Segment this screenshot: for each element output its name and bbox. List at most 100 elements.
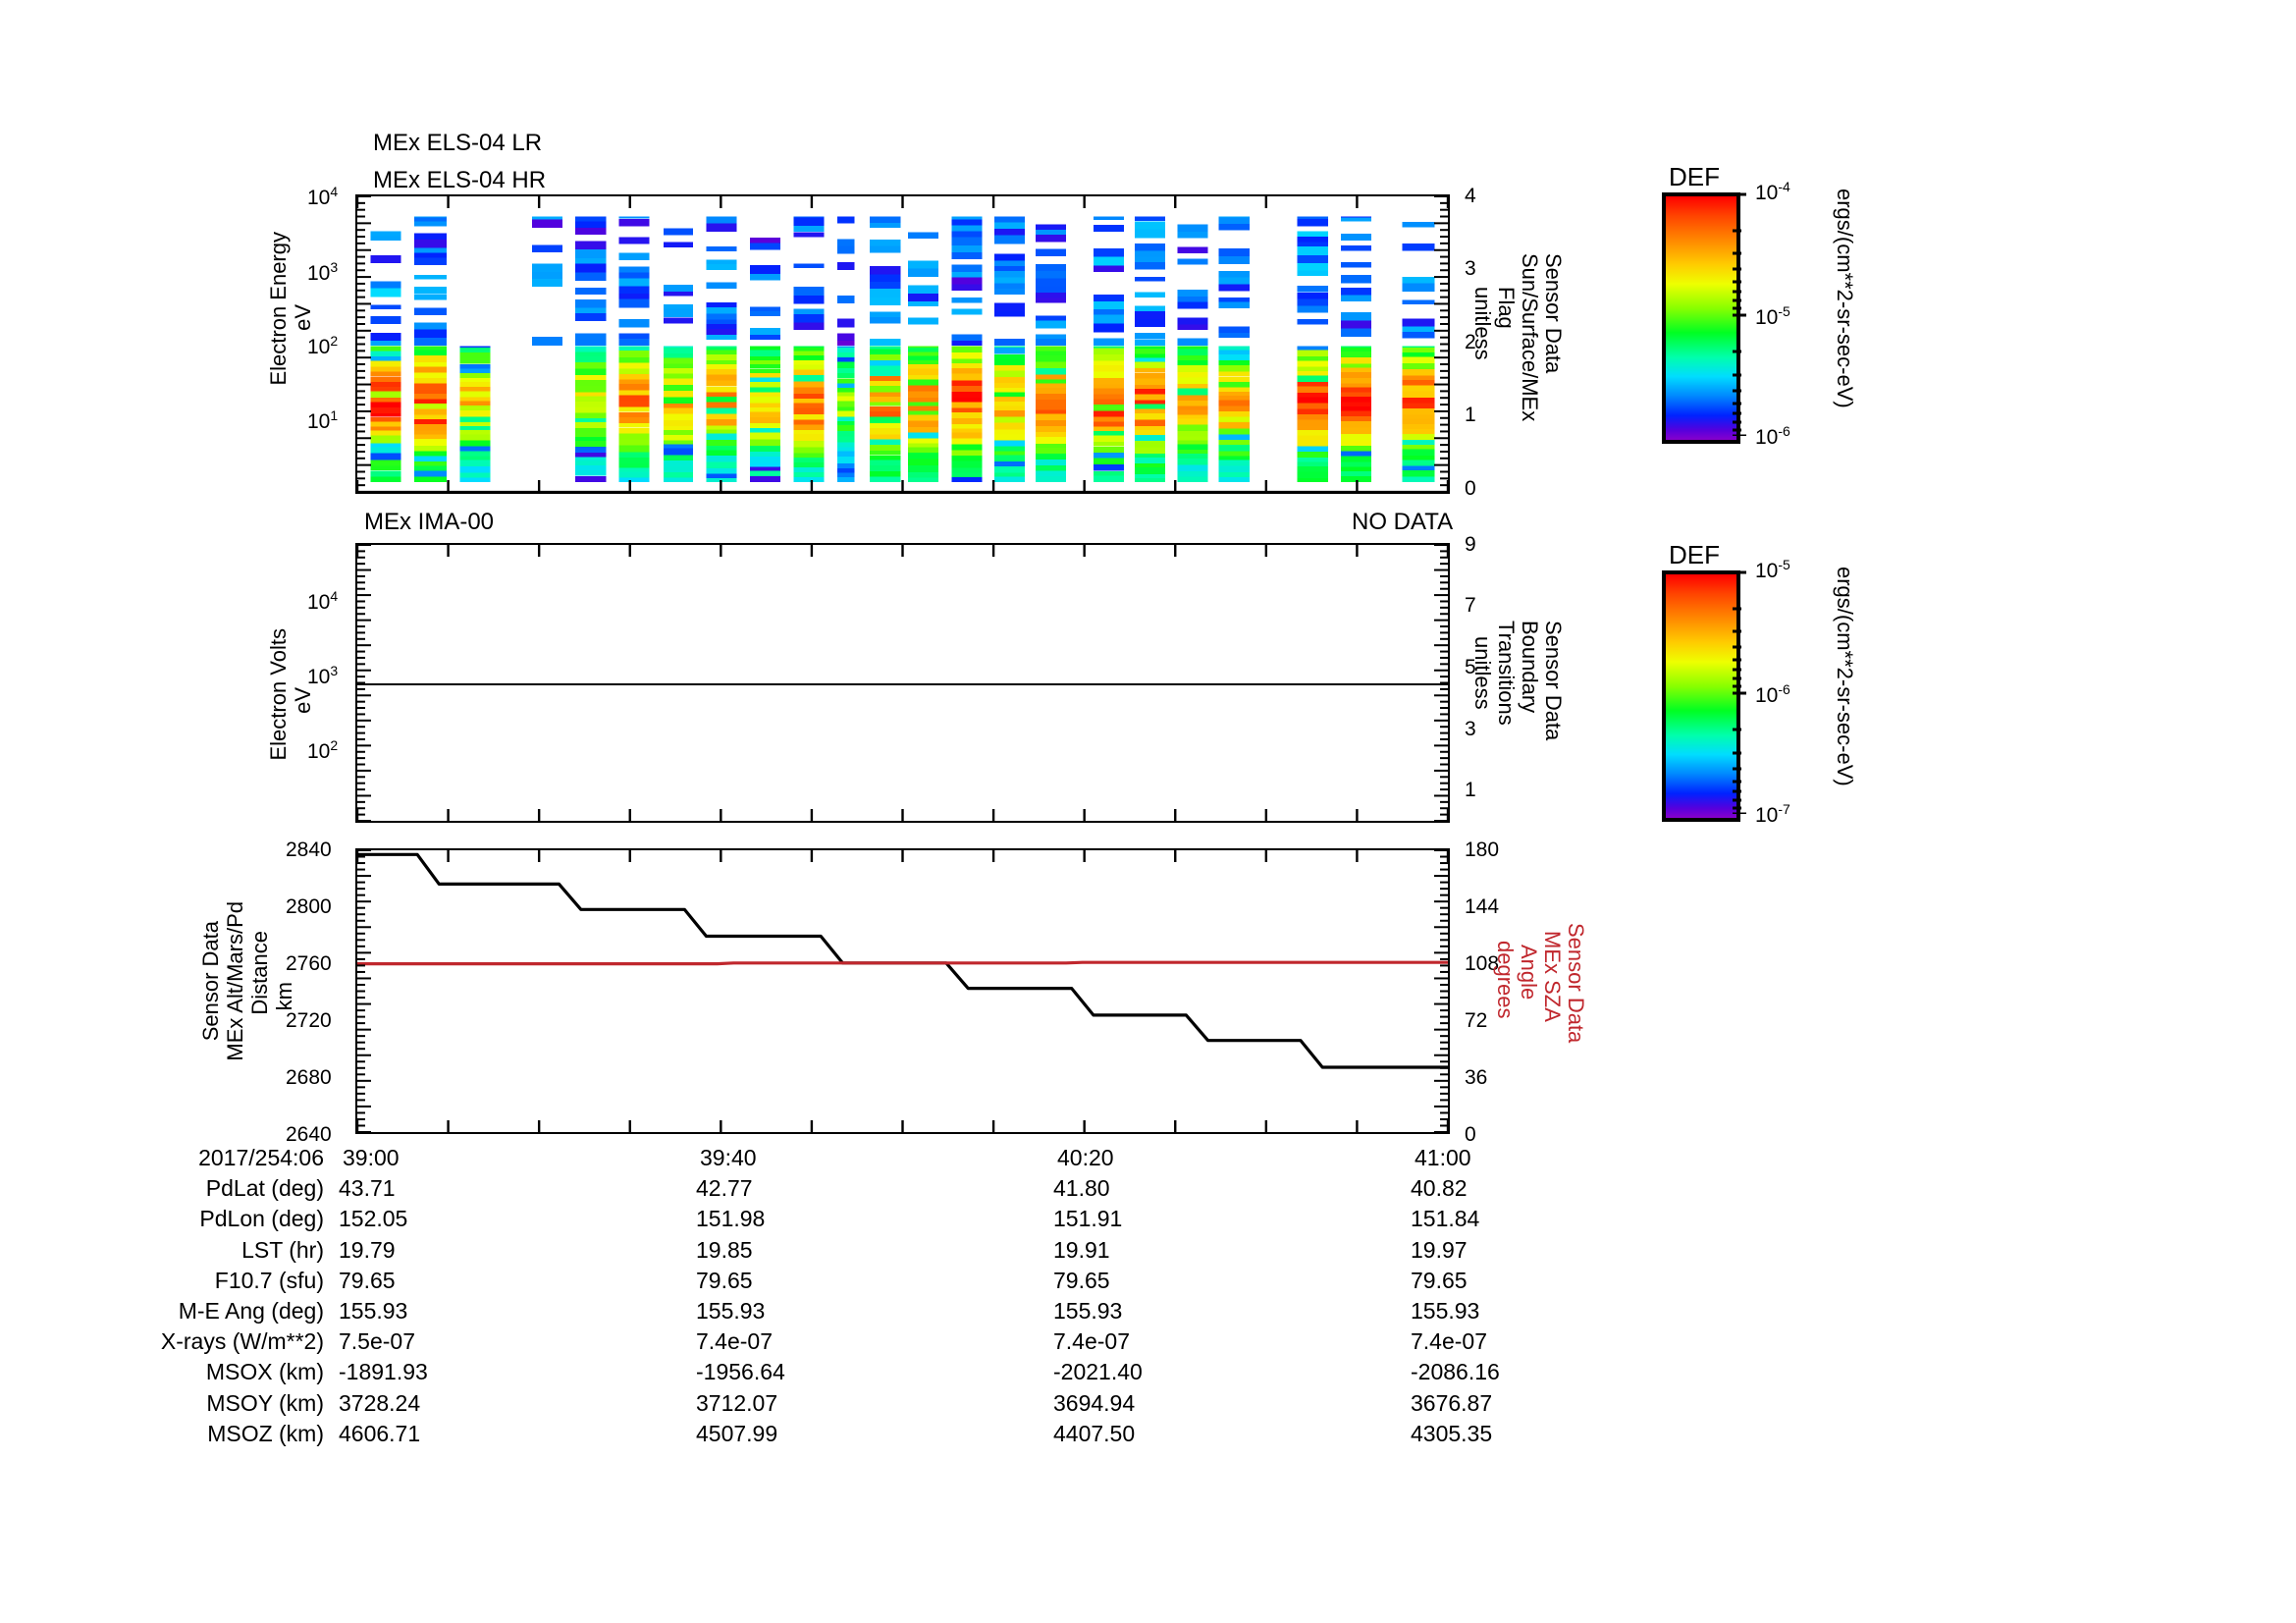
table-row-label: PdLon (deg) <box>199 1206 324 1232</box>
table-cell: 155.93 <box>1411 1298 1480 1324</box>
colorbar1-label-top: 10-4 <box>1755 179 1790 204</box>
table-cell: 4606.71 <box>339 1420 421 1446</box>
colorbar2[interactable] <box>1662 570 1740 822</box>
p1-rtick-2: 2 <box>1465 331 1476 353</box>
table-cell: 40.82 <box>1411 1175 1468 1202</box>
colorbar1-ticks <box>1733 192 1746 436</box>
table-cell: 79.65 <box>1053 1267 1110 1293</box>
table-cell: 155.93 <box>339 1298 408 1324</box>
p3-rtick-36: 36 <box>1465 1066 1488 1089</box>
table-row-label: MSOZ (km) <box>207 1420 324 1446</box>
colorbar2-title: DEF <box>1669 540 1720 569</box>
p3-right-axis-title-l2: MEx SZA <box>1540 931 1566 1022</box>
p1-left-axis-title-main: Electron Energy <box>266 232 291 386</box>
table-cell: 4407.50 <box>1053 1420 1136 1446</box>
p3-ytick-2680: 2680 <box>286 1066 332 1089</box>
table-cell: 151.98 <box>696 1206 766 1232</box>
spectrogram-canvas <box>357 216 1448 492</box>
table-cell: 79.65 <box>339 1267 396 1293</box>
ima-canvas <box>357 683 1448 685</box>
table-row-label: X-rays (W/m**2) <box>160 1328 324 1355</box>
p3-ytick-2800: 2800 <box>286 895 332 918</box>
colorbar1-units: ergs/(cm**2-sr-sec-eV) <box>1833 189 1858 408</box>
p3-left-axis-title-l1: Sensor Data <box>198 921 223 1042</box>
table-cell: 19.79 <box>339 1236 396 1263</box>
p2-rtick-1: 1 <box>1465 779 1476 801</box>
table-row-label: PdLat (deg) <box>205 1175 324 1202</box>
p2-rtick-5: 5 <box>1465 656 1476 678</box>
table-cell: 43.71 <box>339 1175 396 1202</box>
table-cell: -2086.16 <box>1411 1359 1500 1385</box>
panel2-label-left: MEx IMA-00 <box>364 509 495 535</box>
p2-right-axis-title-l2: Boundary <box>1518 621 1543 714</box>
colorbar1-label-mid: 10-5 <box>1755 303 1790 329</box>
table-cell: 41.80 <box>1053 1175 1110 1202</box>
p3-rtick-0: 0 <box>1465 1123 1476 1146</box>
colorbar2-label-mid: 10-6 <box>1755 681 1790 707</box>
p3-rtick-108: 108 <box>1465 952 1500 975</box>
table-cell: 19.85 <box>696 1236 753 1263</box>
p3-right-axis-title-l1: Sensor Data <box>1564 923 1589 1044</box>
table-cell: 19.91 <box>1053 1236 1110 1263</box>
p3-left-axis-title-l4: km <box>272 982 296 1011</box>
p3-rtick-144: 144 <box>1465 895 1500 918</box>
panel-altitude-sza[interactable] <box>355 848 1450 1134</box>
p1-left-axis-title-unit: eV <box>291 304 315 331</box>
table-cell: 155.93 <box>696 1298 766 1324</box>
p2-left-axis-title-unit: eV <box>291 687 315 714</box>
table-cell: -1956.64 <box>696 1359 785 1385</box>
p1-right-axis-title-l4: unitless <box>1470 287 1496 360</box>
table-row-label: 2017/254:06 <box>198 1145 324 1170</box>
panel1-label-lr: MEx ELS-04 LR <box>373 130 543 156</box>
table-cell: 152.05 <box>339 1206 408 1232</box>
table-row-label: LST (hr) <box>241 1236 324 1263</box>
p2-ytick-1e3: 103 <box>307 663 339 688</box>
table-row-label: MSOY (km) <box>206 1389 324 1416</box>
table-cell: -2021.40 <box>1053 1359 1143 1385</box>
table-cell: 3694.94 <box>1053 1389 1136 1416</box>
p2-rtick-9: 9 <box>1465 533 1476 556</box>
colorbar2-ticks <box>1733 570 1746 814</box>
p3-rtick-180: 180 <box>1465 839 1500 861</box>
p3-ytick-2720: 2720 <box>286 1009 332 1032</box>
p3-ytick-2840: 2840 <box>286 839 332 861</box>
table-cell: 7.4e-07 <box>696 1328 774 1355</box>
colorbar1-label-bottom: 10-6 <box>1755 423 1790 449</box>
panel-els-spectrogram[interactable] <box>355 194 1450 494</box>
p3-left-axis-title-l2: MEx Alt/Mars/Pd <box>223 901 247 1061</box>
p2-right-axis-title-l4: unitless <box>1470 636 1496 710</box>
time-tick-3: 41:00 <box>1415 1145 1471 1170</box>
p1-ytick-1e4: 104 <box>307 184 339 209</box>
p2-ytick-1e2: 102 <box>307 737 339 763</box>
table-cell: 3676.87 <box>1411 1389 1493 1416</box>
table-cell: 4507.99 <box>696 1420 778 1446</box>
p1-right-axis-title-l3: Flag <box>1494 287 1520 329</box>
table-row-label: M-E Ang (deg) <box>178 1298 324 1324</box>
table-cell: 7.5e-07 <box>339 1328 416 1355</box>
p1-ytick-1e2: 102 <box>307 333 339 358</box>
time-tick-0: 39:00 <box>343 1145 400 1170</box>
table-cell: 79.65 <box>1411 1267 1468 1293</box>
time-tick-2: 40:20 <box>1057 1145 1114 1170</box>
p1-ytick-1e1: 101 <box>307 407 339 433</box>
table-cell: 42.77 <box>696 1175 753 1202</box>
table-cell: 79.65 <box>696 1267 753 1293</box>
table-row-label: F10.7 (sfu) <box>214 1267 324 1293</box>
colorbar2-label-top: 10-5 <box>1755 557 1790 582</box>
table-cell: 155.93 <box>1053 1298 1123 1324</box>
table-cell: -1891.93 <box>339 1359 428 1385</box>
panel-ima-empty[interactable] <box>355 543 1450 823</box>
table-cell: 4305.35 <box>1411 1420 1493 1446</box>
p1-ytick-1e3: 103 <box>307 259 339 285</box>
table-cell: 151.84 <box>1411 1206 1480 1232</box>
p2-ytick-1e4: 104 <box>307 588 339 614</box>
table-cell: 3728.24 <box>339 1389 421 1416</box>
table-row-label: MSOX (km) <box>205 1359 324 1385</box>
p2-left-axis-title-main: Electron Volts <box>266 628 291 761</box>
panel2-label-right: NO DATA <box>1352 509 1454 535</box>
panel1-label-hr: MEx ELS-04 HR <box>373 167 547 193</box>
p1-right-axis-title-l2: Sun/Surface/MEx <box>1518 253 1543 422</box>
colorbar1[interactable] <box>1662 192 1740 444</box>
colorbar2-units: ergs/(cm**2-sr-sec-eV) <box>1833 567 1858 786</box>
p3-right-axis-title-l3: Angle <box>1517 945 1542 1001</box>
